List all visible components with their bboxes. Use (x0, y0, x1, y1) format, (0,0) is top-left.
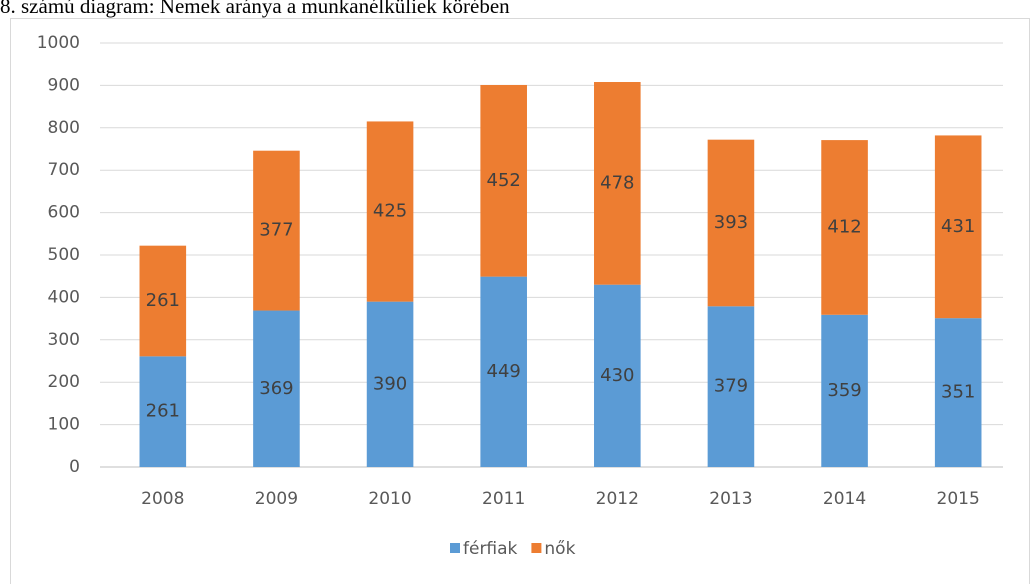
data-label: 359 (827, 380, 861, 401)
bar-segment (821, 140, 868, 315)
y-tick-label: 800 (48, 118, 80, 138)
data-label: 377 (259, 220, 293, 241)
data-label: 351 (941, 382, 975, 403)
chart-title: 8. számú diagram: Nemek aránya a munkané… (0, 0, 510, 18)
bar-segment (594, 82, 641, 285)
bar-segment (139, 245, 187, 357)
data-label: 452 (487, 170, 521, 191)
bar-segment (480, 84, 527, 277)
data-label: 425 (373, 201, 407, 222)
bar-segment (366, 301, 414, 467)
x-tick-label: 2009 (255, 489, 298, 509)
y-tick-label: 200 (48, 372, 80, 392)
bar-segment (139, 356, 187, 467)
bar-segment (253, 150, 300, 311)
data-label: 393 (714, 212, 748, 233)
data-label: 390 (373, 373, 407, 394)
bar-segment (707, 139, 755, 307)
legend-label: férfiak (463, 539, 518, 559)
x-tick-label: 2010 (368, 489, 411, 509)
data-label: 478 (600, 172, 634, 193)
legend-swatch (531, 543, 542, 553)
bar-segment (934, 135, 982, 319)
data-label: 431 (941, 216, 975, 237)
x-tick-label: 2012 (596, 489, 639, 509)
x-tick-label: 2013 (709, 489, 752, 509)
bar-segment (934, 318, 982, 467)
bar-segment (707, 306, 755, 467)
data-label: 379 (714, 376, 748, 397)
y-tick-label: 400 (48, 287, 80, 307)
legend-label: nők (544, 539, 575, 559)
data-label: 369 (259, 378, 293, 399)
bar-segment (366, 121, 414, 302)
x-tick-label: 2011 (482, 489, 525, 509)
y-tick-label: 600 (48, 203, 80, 223)
x-tick-label: 2008 (141, 489, 184, 509)
y-tick-label: 100 (48, 415, 80, 435)
legend-swatch (450, 543, 460, 553)
y-tick-label: 0 (69, 457, 80, 477)
data-label: 261 (146, 290, 180, 311)
data-label: 261 (146, 401, 180, 422)
bar-segment (480, 276, 527, 467)
y-tick-label: 900 (48, 75, 80, 95)
data-label: 412 (827, 216, 861, 237)
data-label: 430 (600, 365, 634, 386)
y-tick-label: 1000 (37, 33, 80, 53)
bar-segment (821, 314, 868, 467)
x-tick-label: 2014 (823, 489, 866, 509)
bar-segment (253, 310, 300, 467)
bar-segment (594, 284, 641, 467)
data-label: 449 (487, 361, 521, 382)
y-tick-label: 300 (48, 330, 80, 350)
y-tick-label: 700 (48, 160, 80, 180)
x-tick-label: 2015 (937, 489, 980, 509)
y-tick-label: 500 (48, 245, 80, 265)
